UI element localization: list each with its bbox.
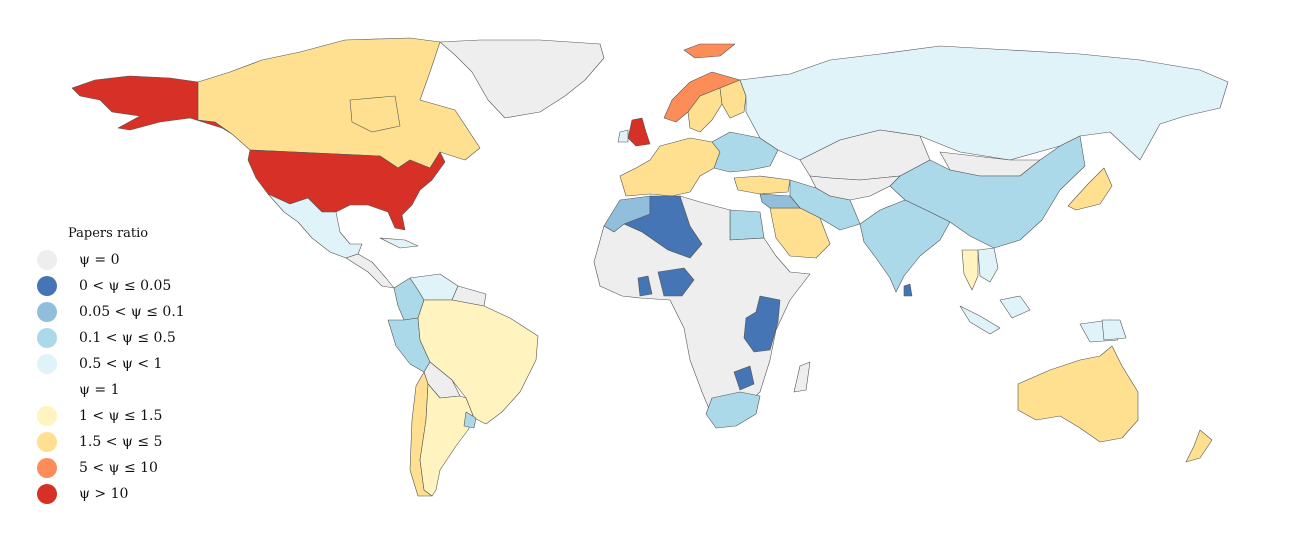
legend-swatch [37, 406, 57, 426]
legend-label: 0.1 < ψ ≤ 0.5 [79, 330, 176, 346]
legend-title: Papers ratio [68, 226, 149, 241]
legend-item: 1.5 < ψ ≤ 5 [36, 429, 236, 455]
legend-item: 0.5 < ψ < 1 [36, 351, 236, 377]
legend-label: ψ = 0 [79, 252, 120, 268]
legend-item: 0.1 < ψ ≤ 0.5 [36, 325, 236, 351]
legend-label: 0.05 < ψ ≤ 0.1 [79, 304, 185, 320]
legend-swatch [37, 250, 57, 270]
legend-item: 0.05 < ψ ≤ 0.1 [36, 299, 236, 325]
region-caribbean [379, 237, 419, 249]
legend-item: ψ > 10 [36, 481, 236, 507]
legend-swatch [37, 328, 57, 348]
legend-item: 5 < ψ ≤ 10 [36, 455, 236, 481]
legend-swatch [37, 276, 57, 296]
region-greenland [439, 39, 605, 119]
region-uk [627, 117, 651, 147]
region-papua-new-guinea [1101, 319, 1127, 341]
legend-item: 1 < ψ ≤ 1.5 [36, 403, 236, 429]
legend-items: ψ = 0 0 < ψ ≤ 0.05 0.05 < ψ ≤ 0.1 0.1 < ψ ≤… [36, 247, 236, 507]
region-mexico [267, 193, 363, 259]
legend-swatch [37, 380, 57, 400]
region-ireland [617, 129, 629, 143]
legend-label: ψ > 10 [79, 486, 129, 502]
region-new-zealand [1185, 429, 1213, 463]
region-australia [1017, 345, 1139, 443]
legend-label: 5 < ψ ≤ 10 [79, 460, 158, 476]
legend-label: 1.5 < ψ ≤ 5 [79, 434, 163, 450]
legend-swatch [37, 458, 57, 478]
region-south-africa [705, 391, 761, 429]
region-russia [739, 45, 1229, 161]
region-ghana [637, 275, 653, 297]
legend-swatch [37, 484, 57, 504]
region-svalbard [683, 43, 736, 59]
region-africa-other [593, 195, 811, 417]
region-sweden [687, 87, 723, 133]
region-southeast-asia [959, 247, 1119, 343]
region-argentina [419, 383, 475, 497]
region-middle-east [759, 193, 801, 209]
legend-label: 0.5 < ψ < 1 [79, 356, 163, 372]
region-western-europe [619, 137, 721, 197]
legend-swatch [37, 354, 57, 374]
region-canada [197, 37, 481, 169]
region-alaska [71, 75, 233, 135]
region-nigeria [657, 267, 695, 297]
region-uruguay [463, 411, 477, 429]
region-turkey [733, 175, 791, 195]
legend-item: ψ = 1 [36, 377, 236, 403]
legend-swatch [37, 432, 57, 452]
legend-item: 0 < ψ ≤ 0.05 [36, 273, 236, 299]
region-brazil [417, 299, 539, 425]
legend-label: 0 < ψ ≤ 0.05 [79, 278, 172, 294]
region-usa [247, 149, 446, 231]
legend-swatch [37, 302, 57, 322]
region-east-africa [743, 295, 781, 353]
legend-label: 1 < ψ ≤ 1.5 [79, 408, 163, 424]
region-india [859, 199, 951, 293]
region-eastern-europe [711, 131, 779, 173]
region-egypt [729, 209, 765, 241]
region-madagascar [793, 361, 811, 393]
region-japan [1067, 167, 1113, 211]
legend-item: ψ = 0 [36, 247, 236, 273]
region-thailand [961, 249, 979, 291]
legend-label: ψ = 1 [79, 382, 120, 398]
region-sri-lanka [903, 283, 913, 297]
region-zimbabwe [733, 365, 755, 391]
region-central-america [345, 253, 395, 289]
map-legend: Papers ratio ψ = 0 0 < ψ ≤ 0.05 0.05 < ψ ≤… [36, 226, 236, 507]
region-saudi-arabia [769, 207, 831, 259]
